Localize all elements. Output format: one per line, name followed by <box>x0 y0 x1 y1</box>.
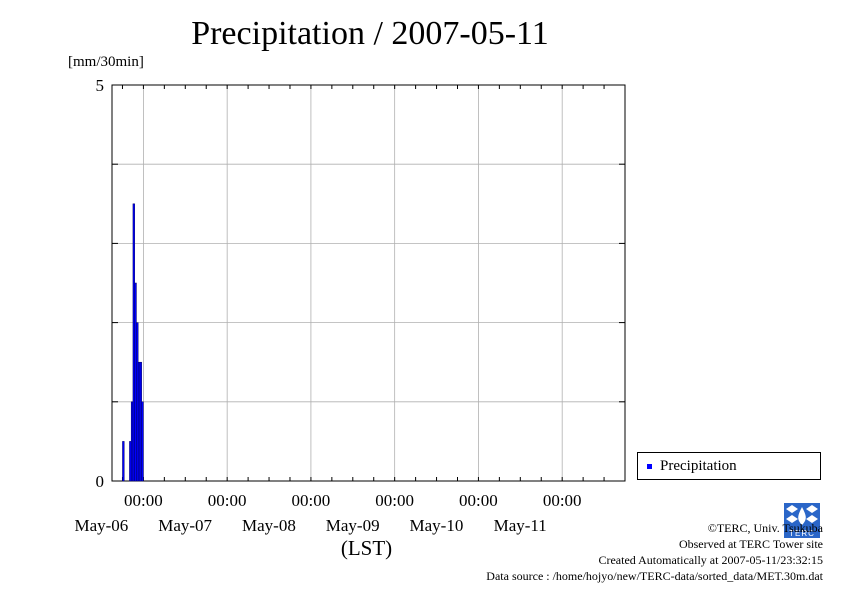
x-tick-label-time: 00:00 <box>124 491 163 510</box>
legend: Precipitation <box>637 452 821 480</box>
precipitation-bar <box>129 441 132 482</box>
x-tick-label-date: May-08 <box>242 516 296 535</box>
precipitation-bar <box>139 361 142 482</box>
precipitation-bar <box>137 361 141 482</box>
x-axis-label: (LST) <box>341 536 392 560</box>
legend-swatch <box>647 464 652 469</box>
source-text: Data source : /home/hojyo/new/TERC-data/… <box>486 569 823 583</box>
copyright-text: ©TERC, Univ. Tsukuba <box>707 521 823 535</box>
precipitation-bar <box>141 401 144 482</box>
x-tick-label-date: May-06 <box>74 516 128 535</box>
precipitation-bar <box>134 282 137 482</box>
precipitation-bar <box>130 401 134 482</box>
x-tick-label-date: May-09 <box>326 516 380 535</box>
x-tick-label-date: May-07 <box>158 516 212 535</box>
created-text: Created Automatically at 2007-05-11/23:3… <box>598 553 823 567</box>
precipitation-bar <box>122 441 125 482</box>
y-tick-label: 0 <box>96 472 105 491</box>
x-tick-label-time: 00:00 <box>375 491 414 510</box>
chart-title: Precipitation / 2007-05-11 <box>191 15 549 52</box>
y-axis-unit-label: [mm/30min] <box>68 54 144 70</box>
x-tick-label-time: 00:00 <box>208 491 247 510</box>
terc-logo-mark-icon <box>784 503 820 530</box>
x-tick-label-time: 00:00 <box>292 491 331 510</box>
x-tick-label-date: May-10 <box>410 516 464 535</box>
x-tick-label-time: 00:00 <box>459 491 498 510</box>
credits: ©TERC, Univ. Tsukuba Observed at TERC To… <box>486 520 823 584</box>
logo-text: TERC <box>784 529 820 538</box>
y-tick-label: 5 <box>96 76 105 95</box>
x-tick-label-date: May-11 <box>494 516 547 535</box>
legend-label: Precipitation <box>660 458 737 474</box>
precipitation-bar <box>132 203 135 482</box>
plot-frame <box>111 84 626 482</box>
precipitation-bar <box>136 322 139 482</box>
terc-logo-icon: TERC <box>784 503 820 538</box>
x-tick-label-time: 00:00 <box>543 491 582 510</box>
site-text: Observed at TERC Tower site <box>678 537 823 551</box>
